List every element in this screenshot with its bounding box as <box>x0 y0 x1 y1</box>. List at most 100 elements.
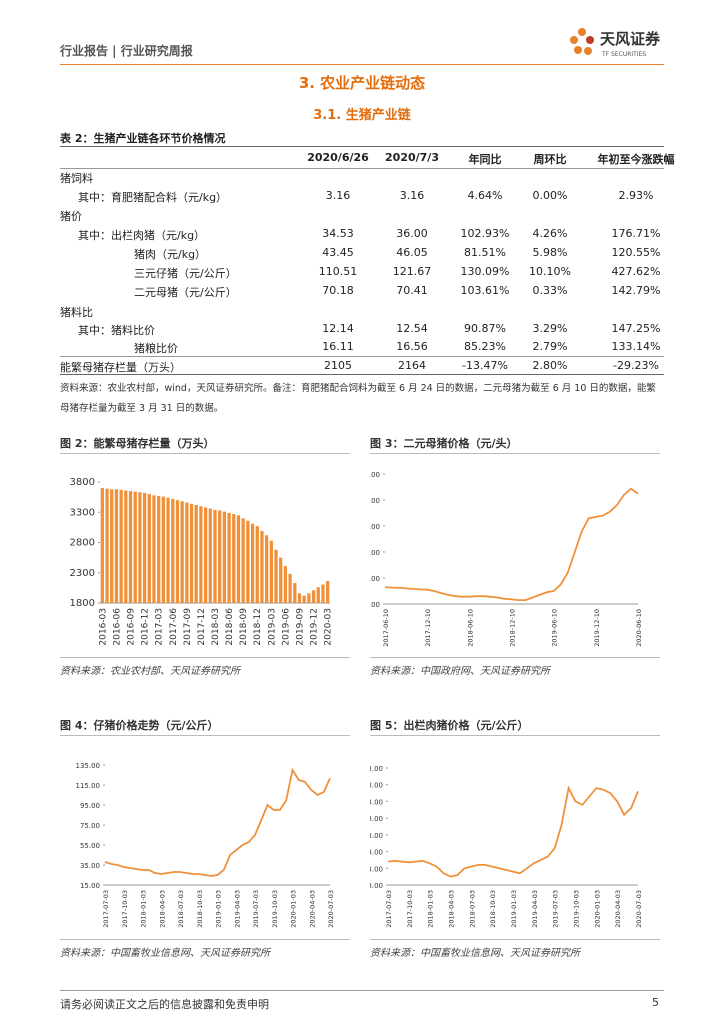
x-tick-label: 2018-07-03 <box>468 890 476 928</box>
bar <box>246 520 250 603</box>
cell: 2.79% <box>532 340 568 353</box>
y-tick-label: 55.00 <box>80 842 100 850</box>
bar <box>166 497 170 603</box>
bar <box>236 515 241 603</box>
x-tick-label: 2016-09 <box>127 608 137 646</box>
chart-title-rule <box>60 735 350 736</box>
y-tick-label: 2300 <box>70 568 95 579</box>
table-bottom-rule <box>60 374 664 375</box>
chart-source-rule <box>60 939 350 940</box>
x-tick-label: 2018-06-10 <box>466 609 474 647</box>
x-tick-label: 2017-09 <box>183 608 193 646</box>
bar <box>260 531 264 603</box>
x-tick-label: 2019-07-03 <box>552 890 560 928</box>
x-tick-label: 2020-04-03 <box>308 890 316 928</box>
y-tick-label: 15.00 <box>80 882 100 890</box>
row-label: 猪粮比价 <box>134 342 178 355</box>
x-tick-label: 2019-06 <box>281 608 291 646</box>
chart-source: 资料来源：中国政府网、天风证券研究所 <box>370 666 550 677</box>
y-tick-label: 115.00 <box>76 782 101 790</box>
x-tick-label: 2019-06-10 <box>551 609 559 647</box>
bar <box>105 488 109 603</box>
chart: 28.00 38.00 48.00 58.00 68.00 78.00 2017-06-10… <box>370 471 643 647</box>
bar <box>274 549 278 603</box>
y-tick-label: 33.00 <box>370 798 383 806</box>
x-tick-label: 2019-09 <box>295 608 305 646</box>
disclaimer: 请务必阅读正文之后的信息披露和免责申明 <box>60 998 269 1011</box>
bar <box>302 595 306 603</box>
x-tick-label: 2017-12 <box>197 608 207 646</box>
x-tick-label: 2018-03 <box>211 608 221 646</box>
x-tick-label: 2019-04-03 <box>531 890 539 928</box>
bar <box>297 593 302 603</box>
bar <box>283 566 288 603</box>
row-label: 三元仔猪（元/公斤） <box>134 267 237 280</box>
x-tick-label: 2018-04-03 <box>448 890 456 928</box>
cell: 10.10% <box>529 265 571 278</box>
x-tick-label: 2018-10-03 <box>489 890 497 928</box>
cell: 121.67 <box>392 265 432 278</box>
row-label: 二元母猪（元/公斤） <box>134 286 237 299</box>
cell: 43.45 <box>322 246 354 259</box>
bar <box>180 501 184 603</box>
cell: 34.53 <box>322 227 354 240</box>
column-header: 2020/7/3 <box>385 151 439 164</box>
x-tick-label: 2017-10-03 <box>406 890 414 928</box>
bar <box>138 492 142 603</box>
section-subtitle: 3.1. 生猪产业链 <box>313 108 411 123</box>
y-tick-label: 18.00 <box>370 849 383 857</box>
chart-title: 图 3：二元母猪价格（元/头） <box>370 437 518 450</box>
column-header: 年同比 <box>468 153 502 166</box>
cell: 2164 <box>398 359 426 372</box>
y-tick-label: 3800 <box>70 477 95 488</box>
chart: 8.00 13.00 18.00 23.00 28.00 33.00 38.00 43.00 2… <box>370 765 643 928</box>
row-label: 其中：出栏肉猪（元/kg） <box>78 229 206 242</box>
row-label: 猪饲料 <box>60 172 93 185</box>
x-tick-label: 2017-07-03 <box>385 890 393 928</box>
cell: 5.98% <box>532 246 568 259</box>
bar <box>269 540 273 603</box>
x-tick-label: 2018-12 <box>253 608 263 646</box>
brand: 天风证券 <box>600 30 661 48</box>
y-tick-label: 48.00 <box>370 549 380 557</box>
bar <box>100 488 104 603</box>
bar <box>279 557 283 603</box>
header-rule <box>60 64 664 65</box>
chart-source: 资料来源：中国畜牧业信息网、天风证券研究所 <box>60 948 270 959</box>
bar <box>152 495 156 603</box>
bar <box>161 496 166 603</box>
x-tick-label: 2019-10-03 <box>573 890 581 928</box>
y-tick-label: 8.00 <box>370 882 383 890</box>
y-tick-label: 3300 <box>70 507 95 518</box>
cell: 70.41 <box>396 284 428 297</box>
cell: 0.00% <box>532 189 568 202</box>
y-tick-label: 78.00 <box>370 471 380 479</box>
y-tick-label: 28.00 <box>370 601 380 609</box>
bar <box>316 587 320 603</box>
column-header: 周环比 <box>533 153 567 166</box>
x-tick-label: 2018-01-03 <box>140 890 148 928</box>
x-tick-label: 2017-03 <box>155 608 165 646</box>
x-tick-label: 2017-12-10 <box>424 609 432 647</box>
bar <box>110 489 114 603</box>
table-head-rule <box>60 168 664 169</box>
cell: 427.62% <box>611 265 661 278</box>
x-tick-label: 2017-06-10 <box>382 609 390 647</box>
cell: 85.23% <box>464 340 506 353</box>
x-tick-label: 2020-06-10 <box>635 609 643 647</box>
x-tick-label: 2018-01-03 <box>427 890 435 928</box>
bar <box>124 490 128 603</box>
cell: 133.14% <box>611 340 661 353</box>
bar <box>128 491 133 603</box>
chart: 1800 2300 2800 3300 3800 2016-03 2016-06 2016-0… <box>70 477 334 646</box>
bar <box>147 494 151 603</box>
cell: 16.11 <box>322 340 354 353</box>
breadcrumb: 行业报告 | 行业研究周报 <box>60 44 193 58</box>
bar <box>194 504 198 603</box>
bar <box>241 518 245 603</box>
cell: 12.14 <box>322 322 354 335</box>
bar <box>232 514 236 603</box>
line <box>384 487 639 601</box>
x-tick-label: 2017-10-03 <box>121 890 129 928</box>
y-tick-label: 23.00 <box>370 832 383 840</box>
